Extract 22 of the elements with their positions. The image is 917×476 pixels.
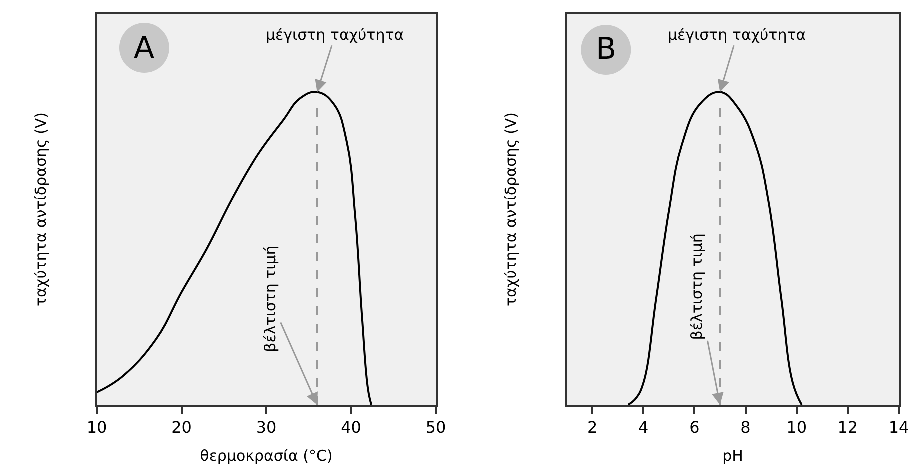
x-tick-label: 12 bbox=[838, 418, 858, 438]
text: μέγιστη ταχύτητα bbox=[668, 26, 806, 44]
x-tick-label: 14 bbox=[888, 418, 910, 438]
x-tick-label: 4 bbox=[638, 418, 649, 438]
y-axis-title: ταχύτητα αντίδρασης (V) bbox=[32, 112, 50, 306]
x-tick-label: 10 bbox=[86, 418, 108, 438]
text: B bbox=[596, 32, 617, 67]
annotation: βέλτιστη τιμή bbox=[261, 246, 280, 352]
x-tick-label: 30 bbox=[256, 418, 277, 438]
x-tick-label: 40 bbox=[341, 418, 362, 438]
text: μέγιστη ταχύτητα bbox=[266, 26, 404, 44]
x-tick-label: 20 bbox=[172, 418, 192, 438]
x-tick-label: 10 bbox=[786, 418, 808, 438]
x-tick-label: 50 bbox=[426, 418, 446, 438]
x-axis-title: pH bbox=[722, 447, 744, 465]
x-axis-title: θερμοκρασία (°C) bbox=[200, 447, 333, 465]
text: A bbox=[134, 31, 155, 66]
y-axis-title: ταχύτητα αντίδρασης (V) bbox=[502, 112, 520, 306]
x-tick-label: 2 bbox=[587, 418, 598, 438]
annotation: βέλτιστη τιμή bbox=[688, 234, 706, 340]
x-tick-label: 6 bbox=[690, 418, 700, 438]
x-tick-label: 8 bbox=[740, 418, 751, 438]
